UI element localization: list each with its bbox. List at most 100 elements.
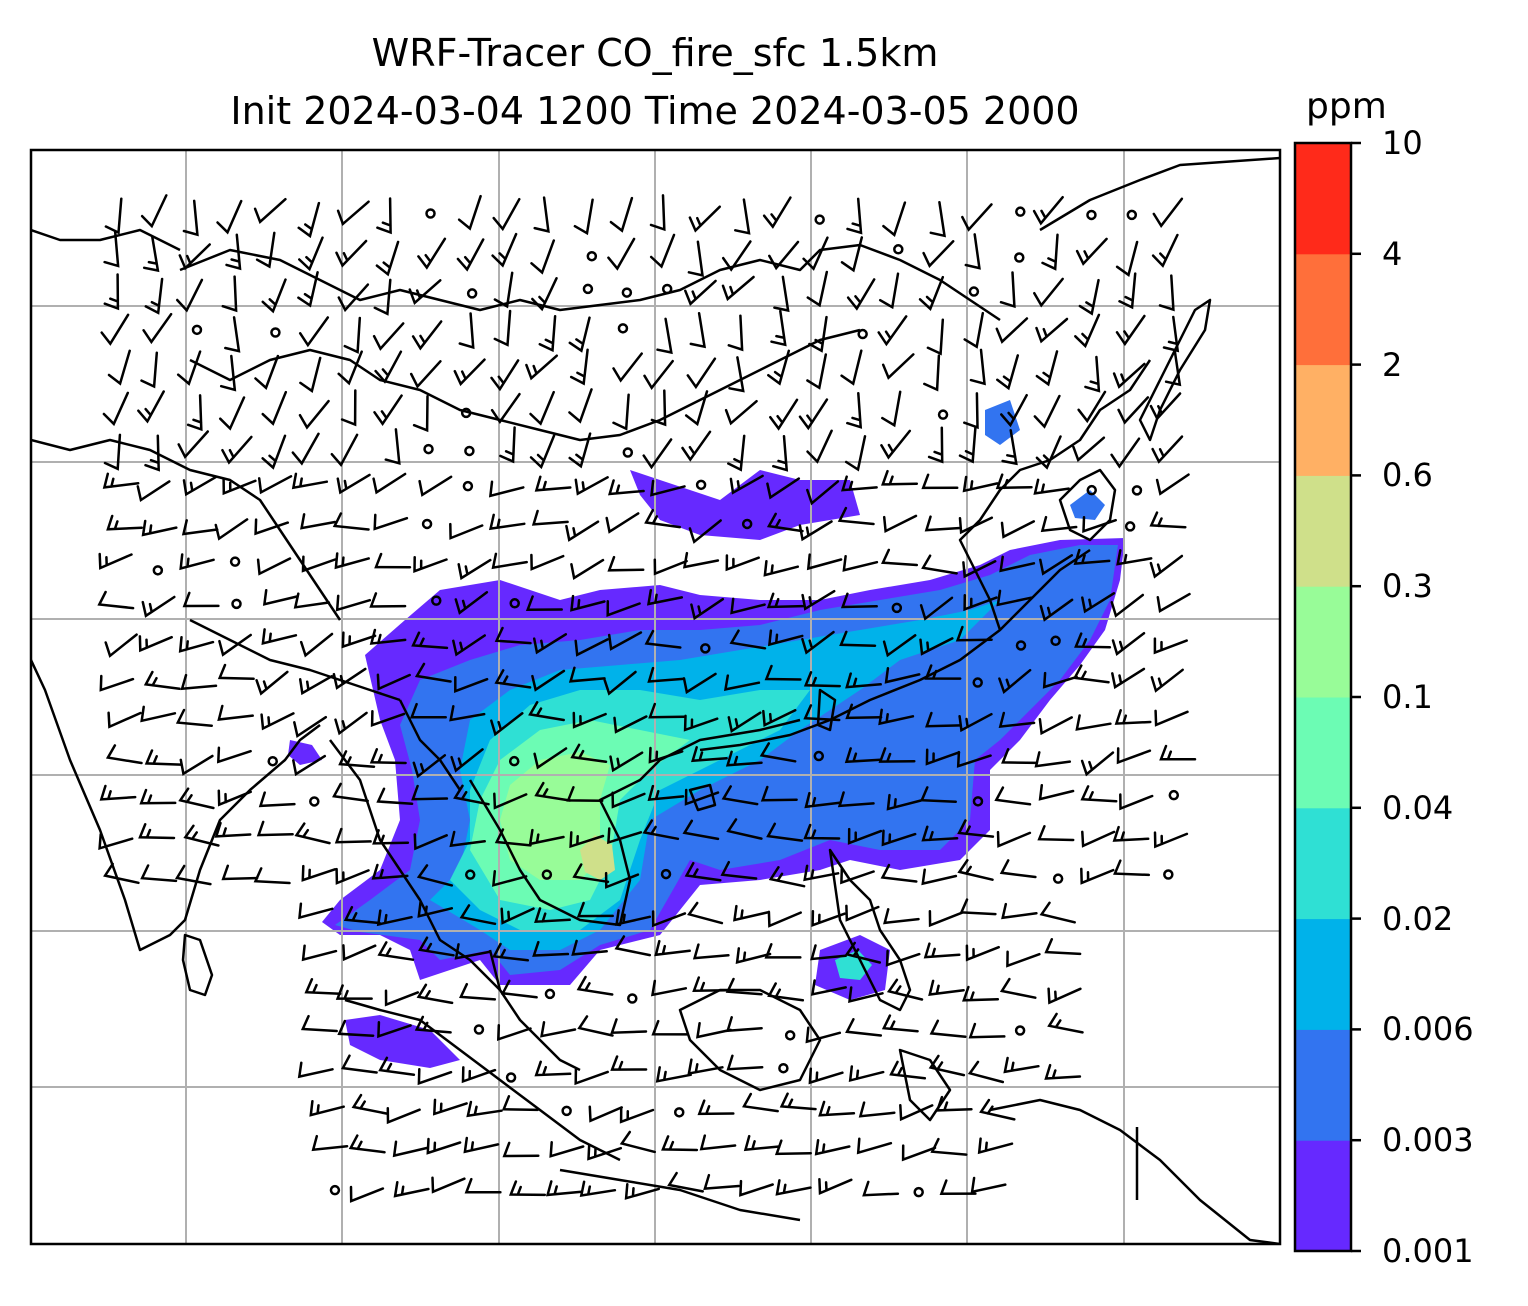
- wind-barb: [607, 827, 643, 845]
- wind-barb: [687, 240, 704, 278]
- coastline-sri-lanka: [181, 933, 214, 997]
- wind-barb: [493, 309, 512, 347]
- wind-barb: [142, 235, 160, 273]
- wind-barb: [610, 1055, 648, 1071]
- wind-barb: [298, 902, 334, 920]
- wind-barb: [392, 1140, 429, 1158]
- coastline-indochina: [468, 718, 801, 927]
- wind-barb: [734, 198, 751, 235]
- wind-barb: [768, 866, 806, 888]
- wind-barb: [649, 194, 666, 232]
- colorbar-tick-label: 0.006: [1382, 1010, 1474, 1049]
- wind-barb: [297, 1061, 334, 1079]
- wind-barb: [336, 473, 371, 495]
- wind-barb: [293, 715, 328, 739]
- wind-barb: [842, 555, 879, 572]
- wind-barb: [650, 389, 667, 427]
- wind-barb: [376, 197, 392, 235]
- wind-barb: [695, 1021, 732, 1039]
- wind-barb: [309, 1099, 345, 1117]
- wind-barb: [801, 630, 835, 655]
- wind-barb-calm: [152, 565, 164, 576]
- wind-barb: [103, 862, 140, 885]
- wind-barb: [1164, 349, 1182, 387]
- wind-barb: [1000, 393, 1028, 428]
- wind-barb: [884, 667, 921, 684]
- wind-barb: [457, 194, 482, 231]
- wind-barb: [811, 909, 846, 927]
- wind-barb: [739, 1179, 774, 1197]
- wind-barb: [642, 438, 673, 470]
- wind-barb: [726, 1054, 764, 1071]
- wind-barb: [293, 592, 331, 609]
- wind-barb: [921, 554, 958, 575]
- wind-barb: [889, 1060, 927, 1080]
- wind-barb: [963, 392, 979, 430]
- wind-barb: [432, 1098, 468, 1116]
- wind-barb: [1084, 355, 1101, 393]
- wind-barb: [899, 1103, 934, 1122]
- wind-barb: [768, 240, 800, 271]
- wind-barb: [979, 1098, 1016, 1121]
- colorbar-segment: [1295, 143, 1351, 255]
- wind-barb: [426, 1137, 462, 1155]
- wind-barb: [921, 473, 959, 490]
- colorbar-tick-label: 0.1: [1382, 678, 1433, 716]
- wind-barb: [1003, 1056, 1040, 1074]
- wind-barb: [925, 711, 962, 728]
- wind-barb: [1112, 362, 1146, 389]
- wind-barb-calm: [460, 407, 472, 419]
- wind-barb: [1081, 592, 1116, 614]
- wind-barb: [998, 711, 1036, 729]
- wind-barb: [374, 552, 412, 569]
- wind-barb: [374, 350, 403, 384]
- wind-barb: [929, 200, 947, 238]
- wind-barb: [143, 670, 181, 690]
- wind-barb-calm: [561, 1105, 572, 1117]
- wind-barb: [454, 943, 491, 960]
- wind-barb: [502, 1141, 540, 1158]
- wind-barb-calm: [813, 750, 825, 762]
- wind-barb: [225, 233, 242, 271]
- wind-barb: [301, 944, 338, 962]
- wind-barb: [1035, 435, 1062, 470]
- wind-barb: [970, 1176, 1007, 1194]
- wind-barb: [1080, 785, 1118, 803]
- wind-barb: [1113, 859, 1151, 877]
- wind-barb: [335, 867, 370, 885]
- wind-barb: [725, 750, 763, 767]
- wind-barb: [369, 628, 407, 645]
- coastline-new-guinea: [989, 1098, 1280, 1244]
- wind-barb: [1075, 237, 1108, 266]
- wind-barb: [255, 231, 276, 269]
- wind-barb: [140, 194, 168, 229]
- wind-barb: [607, 631, 643, 651]
- wind-barb: [775, 1179, 812, 1196]
- wind-barb: [1035, 350, 1059, 387]
- wind-barb: [573, 198, 594, 236]
- wind-barb: [730, 597, 766, 615]
- wind-barb: [1156, 592, 1191, 613]
- wind-barb: [459, 904, 497, 926]
- wind-barb: [723, 674, 761, 691]
- wind-barb: [222, 478, 257, 496]
- wind-barb: [767, 910, 802, 928]
- wind-barb: [806, 480, 840, 506]
- wind-barb: [802, 236, 829, 271]
- wind-barb: [572, 863, 610, 884]
- wind-barb: [501, 1095, 539, 1112]
- wind-barb: [805, 1026, 842, 1044]
- wind-barb: [408, 279, 442, 305]
- wind-barb: [689, 311, 707, 349]
- wind-barb: [218, 633, 252, 657]
- wind-barb: [464, 1177, 502, 1194]
- coastline-sumatra: [344, 998, 621, 1162]
- wind-barb: [454, 675, 489, 694]
- wind-barb: [653, 558, 688, 576]
- wind-barb: [534, 1060, 572, 1077]
- wind-barb: [837, 791, 875, 808]
- wind-barb: [1047, 1012, 1084, 1034]
- wind-barb: [654, 939, 691, 957]
- wind-barb: [839, 630, 877, 647]
